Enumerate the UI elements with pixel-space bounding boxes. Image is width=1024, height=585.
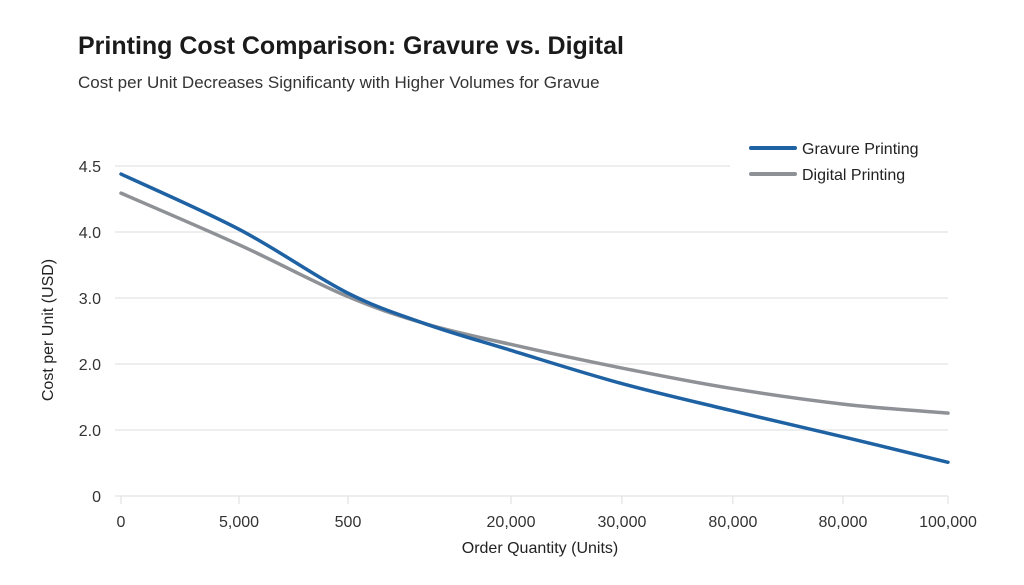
x-tick-label: 0 <box>117 514 126 531</box>
y-axis-label: Cost per Unit (USD) <box>40 259 57 401</box>
x-tick-label: 20,000 <box>487 514 536 531</box>
x-tick-label: 30,000 <box>597 514 646 531</box>
x-tick-label: 5,000 <box>219 514 259 531</box>
series-line-digital-printing <box>119 191 950 415</box>
y-tick-label: 3.0 <box>79 291 101 308</box>
legend-label: Gravure Printing <box>802 141 919 158</box>
y-tick-label: 4.0 <box>79 225 101 242</box>
legend-label: Digital Printing <box>802 167 905 184</box>
y-tick-label: 2.0 <box>79 357 101 374</box>
x-tick-label: 100,000 <box>919 514 977 531</box>
chart-title: Printing Cost Comparison: Gravure vs. Di… <box>78 32 624 60</box>
x-tick-label: 80,000 <box>708 514 757 531</box>
y-tick-label: 2.0 <box>79 423 101 440</box>
chart-subtitle: Cost per Unit Decreases Significanty wit… <box>78 73 600 92</box>
y-tick-label: 4.5 <box>79 159 101 176</box>
y-tick-label: 0 <box>92 489 101 506</box>
series-line-gravure-printing <box>119 172 950 465</box>
x-tick-label: 80,000 <box>819 514 868 531</box>
x-tick-label: 500 <box>335 514 362 531</box>
x-axis-label: Order Quantity (Units) <box>462 540 618 557</box>
